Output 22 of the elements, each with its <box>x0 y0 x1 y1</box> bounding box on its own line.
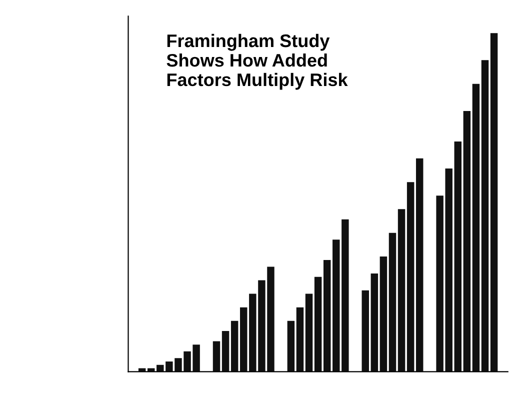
bar <box>296 307 304 372</box>
text: Framingham Study Shows How Added Factors Multiply Risk <box>166 34 348 90</box>
bar <box>287 320 295 372</box>
bar <box>314 276 322 372</box>
bar <box>323 260 331 372</box>
bar <box>380 256 388 372</box>
bar <box>406 182 414 372</box>
bar <box>454 141 462 372</box>
bar <box>490 33 498 372</box>
bar <box>463 110 471 372</box>
bar <box>222 331 230 372</box>
bar <box>398 209 406 372</box>
bar <box>240 307 248 372</box>
bar <box>388 232 396 372</box>
bar <box>472 84 480 372</box>
bar <box>370 273 378 372</box>
bar <box>230 320 238 372</box>
bar <box>416 158 424 372</box>
bar <box>212 341 220 372</box>
bar <box>481 60 489 372</box>
bar <box>362 290 369 372</box>
bar <box>305 294 313 372</box>
